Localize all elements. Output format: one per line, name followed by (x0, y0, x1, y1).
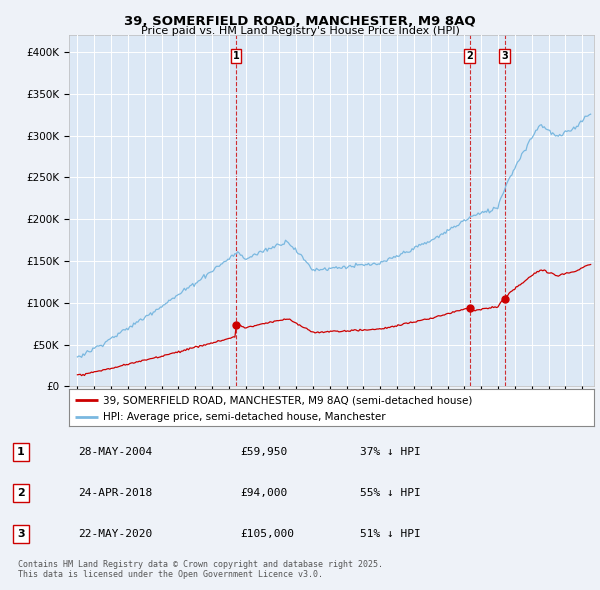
Text: 24-APR-2018: 24-APR-2018 (78, 488, 152, 498)
Text: 39, SOMERFIELD ROAD, MANCHESTER, M9 8AQ: 39, SOMERFIELD ROAD, MANCHESTER, M9 8AQ (124, 15, 476, 28)
Text: Contains HM Land Registry data © Crown copyright and database right 2025.
This d: Contains HM Land Registry data © Crown c… (18, 560, 383, 579)
Text: £105,000: £105,000 (240, 529, 294, 539)
Text: HPI: Average price, semi-detached house, Manchester: HPI: Average price, semi-detached house,… (103, 412, 386, 422)
Text: 39, SOMERFIELD ROAD, MANCHESTER, M9 8AQ (semi-detached house): 39, SOMERFIELD ROAD, MANCHESTER, M9 8AQ … (103, 395, 473, 405)
Text: £94,000: £94,000 (240, 488, 287, 498)
Text: 1: 1 (17, 447, 25, 457)
Text: 3: 3 (17, 529, 25, 539)
Text: 3: 3 (501, 51, 508, 61)
Text: 37% ↓ HPI: 37% ↓ HPI (360, 447, 421, 457)
Text: Price paid vs. HM Land Registry's House Price Index (HPI): Price paid vs. HM Land Registry's House … (140, 26, 460, 36)
Text: 28-MAY-2004: 28-MAY-2004 (78, 447, 152, 457)
Text: 2: 2 (17, 488, 25, 498)
Text: 22-MAY-2020: 22-MAY-2020 (78, 529, 152, 539)
Text: 51% ↓ HPI: 51% ↓ HPI (360, 529, 421, 539)
Text: 1: 1 (233, 51, 239, 61)
Text: 55% ↓ HPI: 55% ↓ HPI (360, 488, 421, 498)
Text: £59,950: £59,950 (240, 447, 287, 457)
Text: 2: 2 (466, 51, 473, 61)
